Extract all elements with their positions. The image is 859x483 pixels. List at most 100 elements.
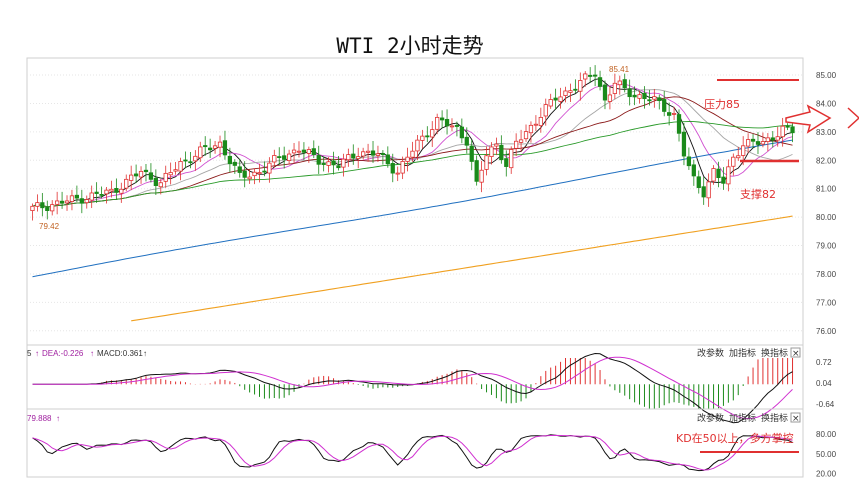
candle: [217, 135, 223, 158]
candle: [696, 170, 701, 194]
price-tick-label: 76.00: [816, 327, 837, 336]
candle-body-down: [686, 156, 692, 167]
candle: [30, 203, 35, 221]
candle: [158, 179, 163, 195]
candle: [770, 131, 775, 148]
candle: [612, 73, 617, 100]
macd-close-button[interactable]: [790, 347, 801, 358]
candle: [69, 189, 75, 211]
candle: [104, 187, 109, 204]
candle: [607, 85, 613, 110]
candle-body-down: [311, 148, 316, 156]
candle-body-down: [553, 97, 558, 101]
candle: [321, 156, 326, 172]
candle: [637, 90, 642, 104]
candle: [203, 136, 208, 156]
candle: [45, 200, 50, 220]
candle: [415, 135, 420, 161]
candle: [356, 147, 361, 169]
candle-body-up: [538, 116, 543, 127]
resistance-annotation: 压力85: [704, 98, 740, 111]
candle: [168, 162, 173, 185]
candle: [602, 80, 608, 110]
candle: [765, 133, 770, 152]
kd-tick-label: 20.00: [816, 470, 837, 479]
price-tick-label: 85.00: [816, 71, 837, 80]
candle: [109, 180, 114, 198]
candle-body-up: [430, 129, 435, 138]
candle: [237, 158, 242, 178]
candle: [548, 93, 553, 109]
kd-tick-label: 80.00: [816, 430, 837, 439]
candle-body-up: [726, 166, 731, 185]
candle-body-down: [45, 207, 50, 211]
candle-body-down: [79, 198, 84, 204]
kd-add-indicator-button[interactable]: 加指标: [729, 412, 756, 424]
candle: [617, 75, 622, 95]
candle: [504, 150, 509, 177]
candle-body-down: [232, 161, 237, 166]
candle: [222, 130, 228, 160]
candle: [706, 173, 711, 207]
k-line: [32, 434, 793, 472]
candle-body-down: [499, 144, 504, 161]
candle-body-up: [124, 178, 129, 189]
macd-switch-indicator-button[interactable]: 换指标: [761, 347, 788, 359]
candle: [291, 142, 297, 163]
candle-body-up: [296, 150, 302, 153]
kd-arrow-icon: ↑: [56, 414, 60, 423]
candle-body-down: [770, 137, 775, 141]
candle: [257, 163, 262, 183]
candle: [143, 163, 149, 182]
candle: [731, 153, 736, 176]
candle-body-up: [617, 80, 622, 86]
candle: [701, 177, 706, 205]
candle-body-up: [548, 99, 553, 107]
candle-body-up: [89, 192, 94, 201]
candle-body-up: [528, 124, 534, 134]
kd-change-params-button[interactable]: 改参数: [697, 412, 724, 424]
candle: [563, 86, 568, 103]
price-axis: 85.00 84.00 83.00 82.00 81.00 80.00 79.00 78.00…: [816, 71, 837, 336]
candle: [588, 67, 593, 83]
macd-prefix: 5: [27, 349, 32, 358]
candle: [173, 162, 178, 175]
candle-body-down: [99, 193, 104, 196]
candle-body-down: [662, 99, 667, 112]
kd-panel-frame: [26, 408, 804, 478]
candle-body-up: [405, 156, 410, 162]
kd-switch-indicator-button[interactable]: 换指标: [761, 412, 788, 424]
candle-body-down: [573, 88, 578, 91]
candle-body-down: [316, 155, 321, 165]
candle-body-up: [523, 131, 529, 140]
macd-arrow-icon: ↑: [35, 349, 39, 358]
price-panel-frame: [26, 57, 804, 346]
candle: [395, 166, 400, 182]
candle-body-down: [676, 114, 682, 134]
candle: [667, 102, 672, 126]
candle-body-down: [691, 164, 696, 177]
candle-body-up: [400, 161, 405, 174]
candle-body-down: [474, 160, 479, 182]
macd-add-indicator-button[interactable]: 加指标: [729, 347, 756, 359]
kd-close-button[interactable]: [790, 412, 801, 423]
candle-body-up: [652, 96, 657, 100]
candle-body-down: [148, 172, 154, 180]
macd-change-params-button[interactable]: 改参数: [697, 347, 724, 359]
candle: [439, 110, 445, 129]
macd-axis: 0.72 0.04 -0.64: [816, 358, 835, 409]
candle: [425, 126, 430, 143]
candle: [129, 165, 134, 191]
candle: [64, 195, 70, 211]
candle-body-down: [222, 140, 228, 156]
candle: [163, 165, 168, 188]
candle: [652, 88, 657, 108]
candle-body-up: [55, 200, 60, 205]
candle: [119, 182, 124, 203]
candle-body-up: [706, 181, 711, 199]
candle-body-down: [790, 126, 795, 134]
candle: [282, 146, 287, 169]
candle: [726, 159, 731, 192]
candle-body-up: [449, 125, 455, 128]
